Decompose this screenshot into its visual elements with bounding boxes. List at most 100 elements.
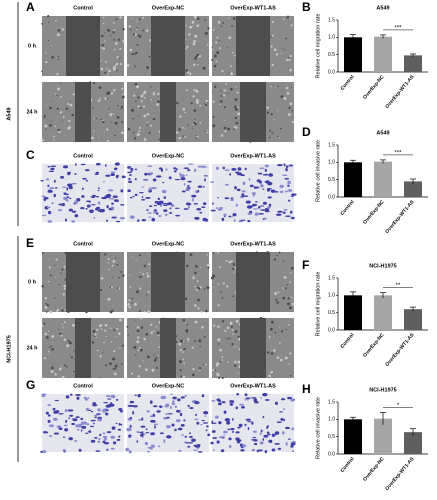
cell bbox=[193, 96, 195, 98]
cell bbox=[68, 208, 73, 212]
cell bbox=[157, 203, 162, 205]
cell bbox=[273, 349, 276, 352]
cell bbox=[233, 219, 236, 222]
cell bbox=[289, 54, 292, 58]
cell bbox=[134, 177, 137, 181]
cell bbox=[240, 406, 245, 409]
cell bbox=[199, 211, 203, 214]
cell bbox=[54, 297, 56, 299]
cell bbox=[247, 219, 251, 223]
cell bbox=[113, 89, 116, 92]
cell bbox=[103, 401, 109, 404]
cell bbox=[41, 70, 43, 73]
cell bbox=[129, 400, 135, 404]
cell bbox=[234, 105, 237, 109]
cell bbox=[264, 168, 267, 173]
cell bbox=[180, 396, 185, 399]
cell bbox=[91, 341, 95, 344]
cell bbox=[144, 172, 148, 176]
cell bbox=[169, 211, 172, 214]
cell bbox=[99, 433, 102, 437]
cell bbox=[280, 95, 284, 98]
cell bbox=[162, 181, 165, 184]
cell bbox=[47, 184, 50, 188]
cell bbox=[66, 187, 69, 191]
bar bbox=[374, 36, 392, 72]
cell bbox=[263, 217, 266, 220]
x-tick-label: OverExp-WT1-AS bbox=[384, 74, 416, 110]
cell bbox=[266, 106, 269, 109]
cell bbox=[158, 346, 160, 348]
cell bbox=[47, 21, 50, 24]
cell bbox=[66, 344, 70, 348]
cell bbox=[235, 86, 237, 88]
y-tick-label: 0.5 bbox=[328, 434, 335, 440]
cell bbox=[183, 135, 185, 138]
cell bbox=[113, 29, 116, 31]
cell bbox=[137, 336, 140, 339]
cell bbox=[127, 303, 130, 306]
cell bbox=[65, 218, 67, 222]
cell bbox=[106, 204, 109, 209]
cell bbox=[46, 304, 49, 307]
wound-gap bbox=[240, 82, 266, 142]
cell bbox=[270, 439, 273, 444]
cell bbox=[81, 187, 84, 191]
cell bbox=[98, 136, 100, 138]
cell bbox=[43, 322, 46, 325]
x-tick-label: Control bbox=[340, 199, 356, 217]
cell bbox=[117, 332, 121, 335]
cell bbox=[280, 398, 286, 401]
cell bbox=[160, 168, 163, 172]
cell bbox=[107, 140, 110, 143]
cell bbox=[225, 285, 229, 288]
cell bbox=[183, 208, 189, 210]
cell bbox=[111, 202, 114, 205]
wound-gap bbox=[66, 16, 100, 76]
cell bbox=[262, 438, 265, 441]
cell bbox=[284, 177, 290, 180]
row-label: 0 h bbox=[28, 279, 37, 285]
cell bbox=[115, 162, 120, 166]
x-tick-label: OverExp-NC bbox=[362, 456, 386, 483]
cell bbox=[204, 415, 207, 417]
cell bbox=[197, 189, 200, 193]
cell bbox=[85, 179, 89, 182]
cell bbox=[108, 268, 110, 271]
cell bbox=[119, 410, 124, 413]
cell bbox=[63, 338, 67, 341]
cell bbox=[65, 420, 68, 423]
cell bbox=[178, 128, 181, 131]
cell bbox=[116, 438, 121, 441]
cell bbox=[116, 263, 119, 266]
cell bbox=[206, 286, 210, 290]
cell bbox=[195, 135, 197, 137]
cell bbox=[187, 184, 190, 188]
cell bbox=[174, 428, 177, 432]
cell bbox=[99, 376, 101, 379]
cell bbox=[199, 369, 201, 371]
cell bbox=[41, 324, 44, 327]
cell bbox=[289, 17, 291, 19]
cell bbox=[202, 186, 205, 188]
significance: ** bbox=[396, 283, 401, 289]
cell bbox=[135, 51, 138, 55]
cell bbox=[252, 194, 255, 197]
micrograph bbox=[210, 392, 297, 454]
cell bbox=[47, 210, 52, 215]
cell bbox=[135, 28, 138, 31]
cell bbox=[232, 17, 236, 20]
cell bbox=[230, 87, 233, 91]
cell bbox=[146, 66, 149, 69]
micrograph bbox=[41, 14, 125, 76]
cell bbox=[57, 58, 60, 61]
cell bbox=[165, 403, 170, 407]
chart-title: NCI-H1975 bbox=[369, 263, 397, 269]
cell bbox=[175, 168, 178, 171]
cell bbox=[271, 34, 274, 38]
y-tick-label: 1.5 bbox=[328, 399, 335, 405]
cell bbox=[97, 418, 103, 422]
cell bbox=[99, 288, 102, 292]
cell bbox=[145, 29, 149, 32]
cell bbox=[138, 347, 141, 350]
